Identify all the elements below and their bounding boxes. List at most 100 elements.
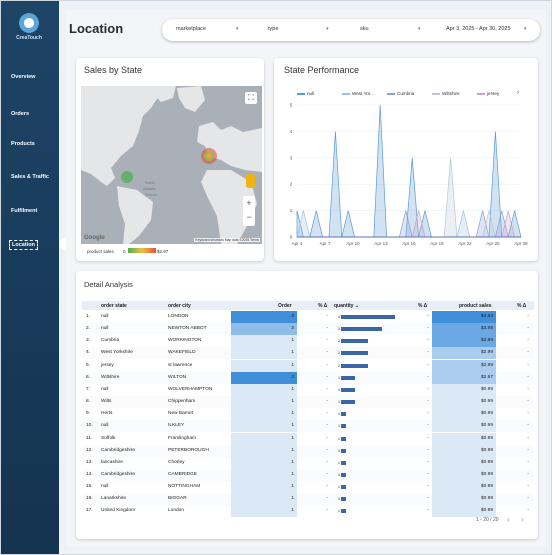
- sales-heat-cell: [432, 347, 496, 360]
- order-state-cell: null: [101, 484, 109, 490]
- legend-item-0[interactable]: null: [297, 91, 314, 96]
- zoom-out-icon[interactable]: −: [246, 212, 252, 222]
- table-row[interactable]: 16. Lanarkshire BIGGAR 1 - 1 - $0.99 -: [82, 493, 534, 506]
- map-legend-max: $2.97: [157, 249, 169, 254]
- order-heat-cell: [231, 335, 297, 348]
- order-delta-cell: -: [326, 496, 328, 502]
- table-row[interactable]: 8. Wilts Chippenham 1 - 1 - $0.99 -: [82, 396, 534, 409]
- table-row[interactable]: 5. jersey st lawrence 1 - 2 - $2.99 -: [82, 359, 534, 372]
- performance-legend: null West Yor... Cumbria Wiltshire jersey: [297, 91, 527, 99]
- legend-item-2[interactable]: Cumbria: [387, 91, 414, 96]
- sales-heat-cell: [432, 493, 496, 506]
- order-city-cell: Chippenham: [168, 399, 196, 405]
- order-count-cell: 1: [291, 496, 294, 502]
- order-count-cell: 1: [291, 459, 294, 465]
- sidebar-item-location[interactable]: Location: [9, 240, 38, 250]
- legend-swatch: [387, 93, 395, 95]
- sku-filter[interactable]: sku: [360, 26, 369, 32]
- sales-heat-cell: [432, 359, 496, 372]
- col-order-delta[interactable]: % Δ: [318, 303, 328, 309]
- zoom-in-icon[interactable]: +: [246, 198, 252, 208]
- order-count-cell: 2: [291, 326, 294, 332]
- quantity-delta-cell: -: [427, 326, 429, 332]
- order-state-cell: United Kingdom: [101, 508, 136, 514]
- col-product-sales[interactable]: product sales: [459, 303, 492, 309]
- col-quantity[interactable]: quantity ⌄: [334, 303, 360, 309]
- marketplace-filter[interactable]: marketplace: [176, 26, 206, 32]
- col-sales-delta[interactable]: % Δ: [517, 303, 527, 309]
- next-page-icon[interactable]: ›: [521, 515, 524, 524]
- table-row[interactable]: 17. United Kingdom London 1 - 1 - $0.99 -: [82, 505, 534, 518]
- sales-heat-cell: [432, 335, 496, 348]
- legend-next-icon[interactable]: ›: [517, 90, 519, 96]
- filter-bar: marketplace ▾ type ▾ sku ▾ Apr 3, 2025 -…: [162, 19, 540, 41]
- order-city-cell: WAKEFIELD: [168, 350, 196, 356]
- order-city-cell: CAMBRIDGE: [168, 471, 198, 477]
- date-range-picker[interactable]: Apr 3, 2025 - Apr 30, 2025: [446, 26, 511, 32]
- x-tick-label: Apr 28: [514, 241, 528, 246]
- x-tick-label: Apr 7: [320, 241, 331, 246]
- table-row[interactable]: 15. null NOTTINGHAM 1 - 1 - $0.99 -: [82, 481, 534, 494]
- date-dropdown-icon[interactable]: ▾: [524, 26, 527, 32]
- legend-label: Cumbria: [397, 91, 415, 96]
- x-tick-label: Apr 13: [374, 241, 388, 246]
- type-filter[interactable]: type: [268, 26, 279, 32]
- sidebar-item-products[interactable]: Products: [11, 141, 35, 147]
- row-number: 8.: [86, 399, 91, 405]
- quantity-delta-cell: -: [427, 374, 429, 380]
- table-row[interactable]: 10. null ILKLEY 1 - 1 - $0.99 -: [82, 420, 534, 433]
- y-tick-label: 2: [290, 182, 293, 187]
- legend-item-4[interactable]: jersey: [477, 91, 499, 96]
- table-row[interactable]: 14. Cambridgeshire CAMBRIDGE 1 - 1 - $0.99 -: [82, 468, 534, 481]
- prev-page-icon[interactable]: ‹: [507, 515, 510, 524]
- quantity-cell: 1: [338, 485, 340, 490]
- table-row[interactable]: 13. lancashire Chorley 1 - 1 - $0.99 -: [82, 456, 534, 469]
- x-tick-label: Apr 10: [346, 241, 360, 246]
- logo[interactable]: CreaTouch: [7, 13, 51, 47]
- sidebar-item-overview[interactable]: Overview: [11, 74, 36, 80]
- table-row[interactable]: 3. Cumbria WORKINGTON 1 - 2 - $3.98 -: [82, 335, 534, 348]
- type-dropdown-icon[interactable]: ▾: [326, 26, 329, 32]
- order-city-cell: BIGGAR: [168, 496, 187, 502]
- order-city-cell: NOTTINGHAM: [168, 484, 201, 490]
- table-row[interactable]: 11. Suffolk Framlingham 1 - 1 - $0.99 -: [82, 432, 534, 445]
- marketplace-dropdown-icon[interactable]: ▾: [236, 26, 239, 32]
- order-count-cell: 1: [291, 447, 294, 453]
- sidebar-item-sales-traffic[interactable]: Sales & Traffic: [11, 174, 49, 180]
- legend-item-3[interactable]: Wiltshire: [432, 91, 460, 96]
- quantity-bar: [341, 497, 347, 502]
- table-row[interactable]: 9. Herts New Barnet 1 - 1 - $0.99 -: [82, 408, 534, 421]
- sidebar-item-fulfilment[interactable]: Fulfilment: [11, 208, 38, 214]
- product-sales-cell: $0.99: [480, 471, 493, 477]
- order-count-cell: 3: [291, 314, 294, 319]
- sales-by-state-title: Sales by State: [84, 65, 143, 75]
- legend-item-1[interactable]: West Yor...: [342, 91, 374, 96]
- quantity-delta-cell: -: [427, 447, 429, 453]
- sales-heat-cell: [432, 432, 496, 445]
- order-city-cell: NEWTON ABBOT: [168, 326, 207, 332]
- table-row[interactable]: 6. Wiltshire WILTON 3 - 1 - $2.97 -: [82, 371, 534, 384]
- sales-delta-cell: -: [527, 326, 529, 332]
- order-delta-cell: -: [326, 362, 328, 368]
- order-delta-cell: -: [326, 484, 328, 490]
- col-order-state[interactable]: order state: [101, 303, 127, 309]
- sku-dropdown-icon[interactable]: ▾: [418, 26, 421, 32]
- col-order[interactable]: Order: [278, 303, 292, 309]
- col-order-city[interactable]: order city: [168, 303, 191, 309]
- table-row[interactable]: 12. Cambridgeshire PETERBOROUGH 1 - 1 - $0.99 -: [82, 444, 534, 457]
- sidebar-item-orders[interactable]: Orders: [11, 111, 30, 117]
- table-row[interactable]: 1. null LONDON 3 - 4 - $4.94 -: [82, 311, 534, 323]
- pegman-icon[interactable]: [246, 174, 255, 188]
- map-legend-min: 0: [123, 249, 126, 254]
- product-sales-cell: $0.99: [480, 459, 493, 465]
- table-row[interactable]: 4. West Yorkshire WAKEFIELD 1 - 2 - $2.99 -: [82, 347, 534, 360]
- order-delta-cell: -: [326, 338, 328, 344]
- table-row[interactable]: 7. null WOLVERHAMPTON 1 - 1 - $0.99 -: [82, 383, 534, 396]
- col-quantity-delta[interactable]: % Δ: [418, 303, 428, 309]
- fullscreen-icon[interactable]: ⛶: [245, 92, 257, 104]
- table-row[interactable]: 2. null NEWTON ABBOT 2 - 3 - $3.98 -: [82, 323, 534, 336]
- map-attribution[interactable]: Keyboard shortcuts Map data ©2025 Terms: [194, 238, 260, 242]
- sales-heat-cell: [432, 505, 496, 518]
- sales-map[interactable]: North Atlantic Ocean ⛶ + − Google Keyboa…: [81, 86, 262, 244]
- quantity-bar: [341, 339, 368, 344]
